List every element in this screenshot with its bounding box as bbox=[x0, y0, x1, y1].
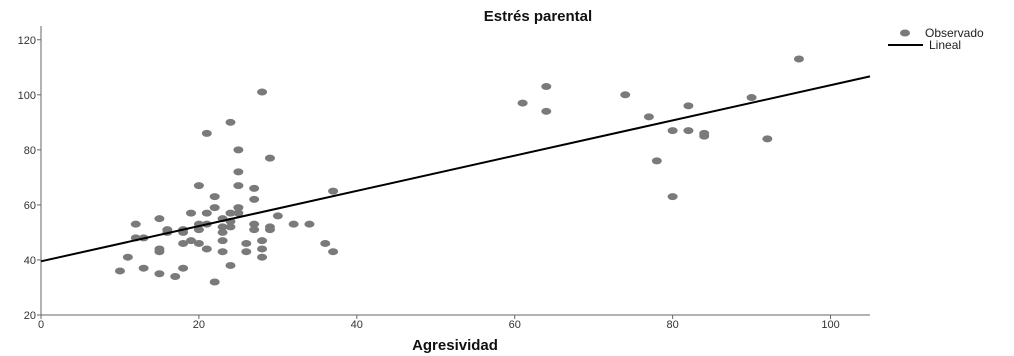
data-point bbox=[178, 264, 189, 272]
data-point bbox=[138, 264, 149, 272]
x-tick-label: 80 bbox=[666, 319, 678, 331]
data-point bbox=[328, 187, 339, 195]
data-point bbox=[233, 204, 244, 212]
data-point bbox=[114, 267, 125, 275]
data-point bbox=[746, 94, 757, 102]
data-point bbox=[272, 212, 283, 220]
data-point bbox=[320, 239, 331, 247]
data-point bbox=[257, 253, 268, 261]
data-point bbox=[328, 248, 339, 256]
data-point bbox=[201, 245, 212, 253]
x-tick-label: 60 bbox=[509, 319, 521, 331]
data-point bbox=[699, 132, 710, 140]
legend: Observado Lineal bbox=[888, 26, 984, 52]
y-tick-label: 20 bbox=[24, 310, 36, 322]
observed-points bbox=[114, 55, 804, 286]
data-point bbox=[249, 195, 260, 203]
data-point bbox=[217, 223, 228, 231]
y-tick-label: 100 bbox=[18, 90, 36, 102]
data-point bbox=[130, 220, 141, 228]
x-axis-title: Agresividad bbox=[412, 337, 498, 354]
data-point bbox=[122, 253, 133, 261]
data-point bbox=[217, 237, 228, 245]
data-point bbox=[225, 209, 236, 217]
data-point bbox=[193, 226, 204, 234]
x-tick-label: 100 bbox=[821, 319, 839, 331]
data-point bbox=[225, 261, 236, 269]
data-point bbox=[249, 220, 260, 228]
chart-title: Estrés parental bbox=[484, 8, 592, 25]
data-point bbox=[154, 248, 165, 256]
data-point bbox=[257, 245, 268, 253]
y-tick-label: 80 bbox=[24, 145, 36, 157]
data-point bbox=[233, 209, 244, 217]
data-point bbox=[178, 239, 189, 247]
data-point bbox=[209, 204, 220, 212]
data-point bbox=[201, 129, 212, 137]
x-tick-label: 20 bbox=[193, 319, 205, 331]
linear-fit-line bbox=[40, 75, 871, 263]
data-point bbox=[193, 239, 204, 247]
data-point bbox=[233, 146, 244, 154]
data-point bbox=[667, 193, 678, 201]
data-point bbox=[154, 270, 165, 278]
data-point bbox=[249, 226, 260, 234]
data-point bbox=[517, 99, 528, 107]
data-point bbox=[793, 55, 804, 63]
data-point bbox=[288, 220, 299, 228]
data-point bbox=[241, 239, 252, 247]
data-point bbox=[643, 113, 654, 121]
y-tick-label: 120 bbox=[18, 35, 36, 47]
legend-marker-observado bbox=[900, 29, 910, 37]
data-point bbox=[541, 107, 552, 115]
data-point bbox=[225, 118, 236, 126]
y-tick-label: 60 bbox=[24, 200, 36, 212]
data-point bbox=[193, 182, 204, 190]
data-point bbox=[683, 102, 694, 110]
data-point bbox=[620, 91, 631, 99]
y-axis-ticks: 20 40 60 80 100 120 bbox=[18, 35, 41, 322]
legend-label-lineal: Lineal bbox=[929, 38, 961, 52]
data-point bbox=[667, 127, 678, 135]
data-point bbox=[257, 237, 268, 245]
data-point bbox=[304, 220, 315, 228]
data-point bbox=[264, 154, 275, 162]
data-point bbox=[217, 228, 228, 236]
data-point bbox=[541, 83, 552, 91]
data-point bbox=[225, 223, 236, 231]
data-point bbox=[257, 88, 268, 96]
data-point bbox=[249, 184, 260, 192]
x-tick-label: 40 bbox=[351, 319, 363, 331]
data-point bbox=[209, 278, 220, 286]
x-axis-ticks: 0 20 40 60 80 100 bbox=[38, 315, 840, 331]
data-point bbox=[683, 127, 694, 135]
data-point bbox=[217, 248, 228, 256]
x-tick-label: 0 bbox=[38, 319, 44, 331]
data-point bbox=[209, 193, 220, 201]
data-point bbox=[264, 226, 275, 234]
data-point bbox=[186, 209, 197, 217]
legend-label-observado: Observado bbox=[925, 26, 984, 40]
data-point bbox=[762, 135, 773, 143]
y-tick-label: 40 bbox=[24, 255, 36, 267]
data-point bbox=[154, 215, 165, 223]
data-point bbox=[233, 168, 244, 176]
data-point bbox=[201, 209, 212, 217]
data-point bbox=[241, 248, 252, 256]
data-point bbox=[651, 157, 662, 165]
data-point bbox=[170, 272, 181, 280]
data-point bbox=[186, 237, 197, 245]
data-point bbox=[233, 182, 244, 190]
